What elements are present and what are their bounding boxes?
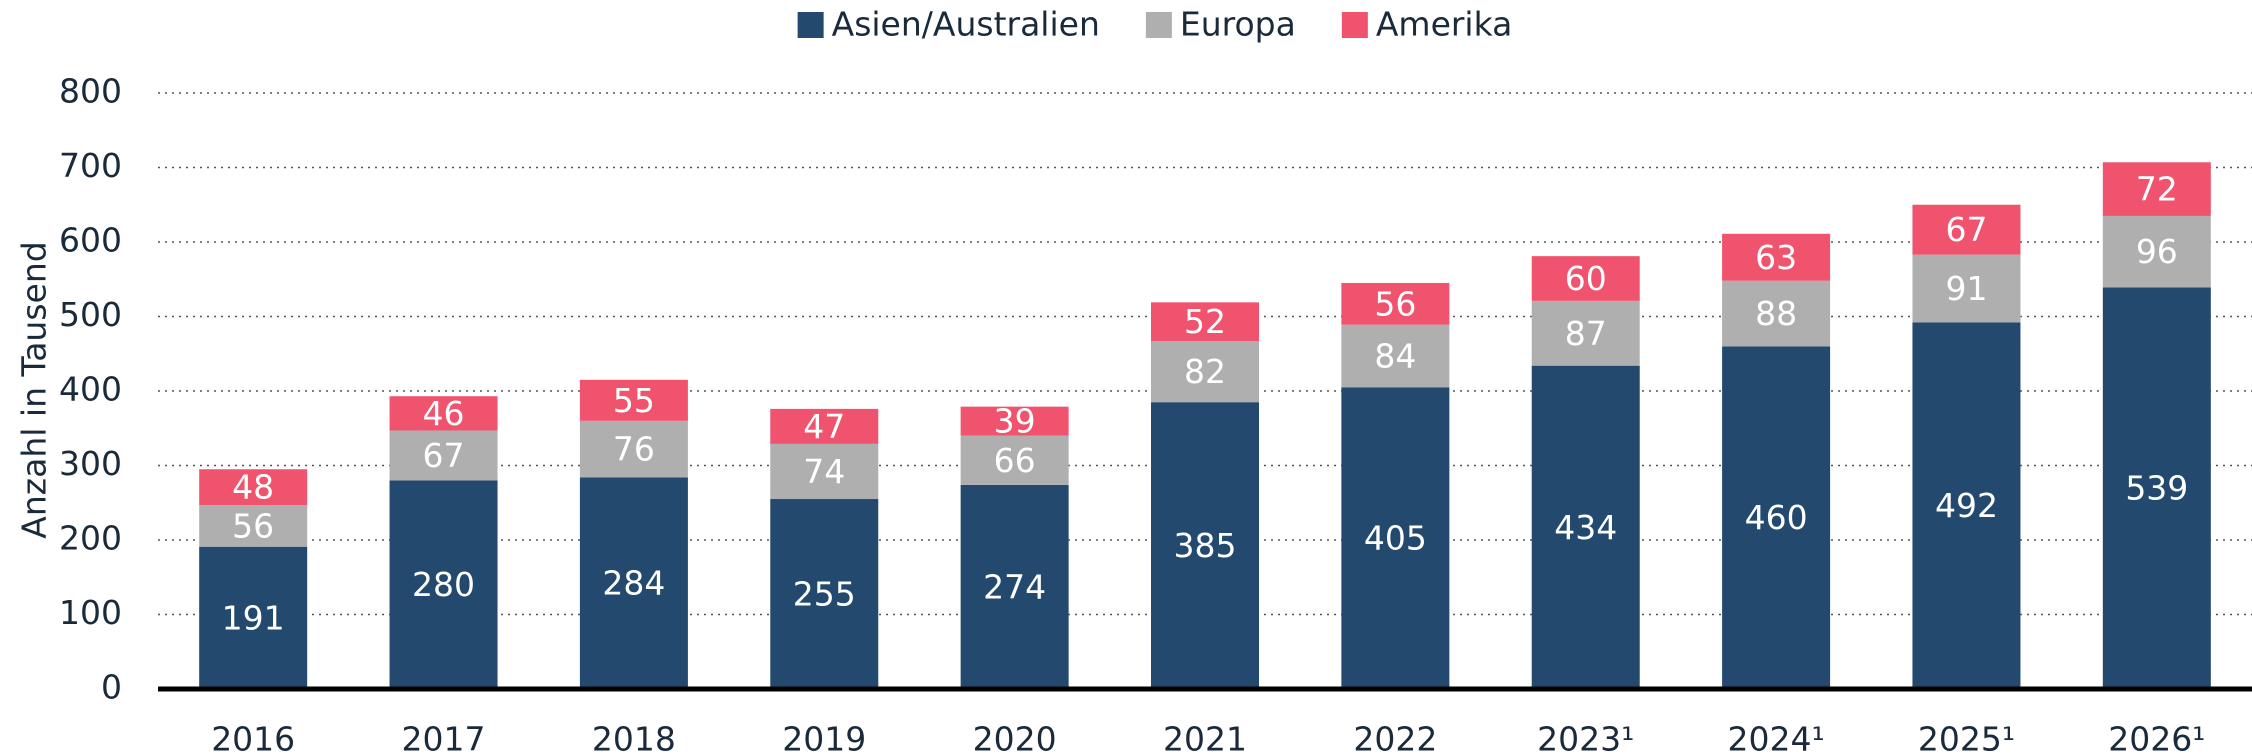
data-label: 55 [613,381,655,420]
data-label: 60 [1565,259,1607,298]
bar-segment [579,379,688,421]
x-tick-label: 2023¹ [1537,720,1634,756]
data-label: 385 [1174,526,1237,565]
data-label: 460 [1745,498,1808,537]
bar-segment [2102,215,2211,288]
data-label: 87 [1565,314,1607,353]
data-label: 47 [803,407,845,446]
x-tick-label: 2021 [1163,720,1247,756]
bar-segment [1531,300,1640,366]
bar-segment [1341,282,1450,325]
legend-swatch [1341,12,1368,38]
legend-label: Europa [1180,5,1296,44]
x-tick-label: 2019 [782,720,866,756]
bar-segment [1151,341,1259,403]
data-label: 39 [994,402,1036,441]
y-tick-label: 300 [59,444,122,483]
x-tick-label: 2020 [973,720,1057,756]
data-label: 405 [1364,519,1427,558]
bar-segment [960,435,1069,485]
y-tick-label: 100 [59,593,122,632]
data-label: 96 [2136,232,2178,271]
bar-segment [199,504,308,547]
data-label: 284 [602,564,665,603]
bar-segment [1151,402,1259,689]
data-label: 492 [1935,486,1998,525]
data-label: 539 [2125,469,2188,508]
data-label: 63 [1755,238,1797,277]
bar-segment [579,477,688,689]
bar-segment [1722,233,1831,281]
data-label: 255 [793,575,856,614]
x-tick-label: 2022 [1353,720,1437,756]
bar-segment [770,408,879,444]
bar-segment [770,499,879,689]
y-tick-label: 600 [59,221,122,260]
legend-label: Amerika [1376,5,1513,44]
x-tick-label: 2016 [211,720,295,756]
bar-segment [1341,387,1450,689]
bar-segment [1912,322,2021,689]
bar-segment [1151,302,1259,342]
bar-segment [199,546,308,689]
data-label: 91 [1945,269,1987,308]
y-axis-label: Anzahl in Tausend [15,241,54,538]
bar-segment [389,396,498,431]
legend-label: Asien/Australien [832,5,1100,44]
legend-swatch [797,12,824,38]
bar-segment [1912,204,2021,255]
bar-segment [579,420,688,478]
y-tick-label: 700 [59,146,122,185]
x-tick-label: 2018 [592,720,676,756]
bar-segment [1531,256,1640,301]
x-tick-label: 2024¹ [1727,720,1824,756]
data-label: 191 [222,598,285,637]
data-label: 56 [1374,284,1416,323]
bar-segment [389,430,498,481]
legend-swatch [1145,12,1172,38]
bar-segment [2102,162,2211,216]
x-tick-label: 2017 [402,720,486,756]
y-tick-label: 800 [59,72,122,111]
bar-segment [2102,287,2211,689]
x-tick-label: 2025¹ [1918,720,2015,756]
bar-segment [389,480,498,689]
y-tick-label: 400 [59,370,122,409]
x-tick-label: 2026¹ [2108,720,2205,756]
bar-segment [1531,365,1640,689]
data-label: 88 [1755,294,1797,333]
data-label: 434 [1554,508,1617,547]
y-tick-label: 500 [59,295,122,334]
bar-segment [1722,280,1831,347]
data-label: 67 [423,436,465,475]
bar-segment [1722,346,1831,689]
data-label: 48 [232,468,274,507]
bar-segment [960,484,1069,689]
bar-segment [770,443,879,500]
y-tick-label: 0 [101,668,122,707]
data-label: 76 [613,430,655,469]
bar-segment [960,406,1069,436]
bar-segment [1912,254,2021,323]
data-label: 67 [1945,210,1987,249]
data-label: 66 [994,441,1036,480]
data-label: 280 [412,565,475,604]
data-label: 82 [1184,352,1226,391]
data-label: 74 [803,452,845,491]
data-label: 46 [423,394,465,433]
bar-segment [199,469,308,505]
data-label: 52 [1184,302,1226,341]
data-label: 84 [1374,336,1416,375]
y-tick-label: 200 [59,519,122,558]
bar-segment [1341,324,1450,388]
data-label: 72 [2136,170,2178,209]
data-label: 56 [232,506,274,545]
data-label: 274 [983,567,1046,606]
